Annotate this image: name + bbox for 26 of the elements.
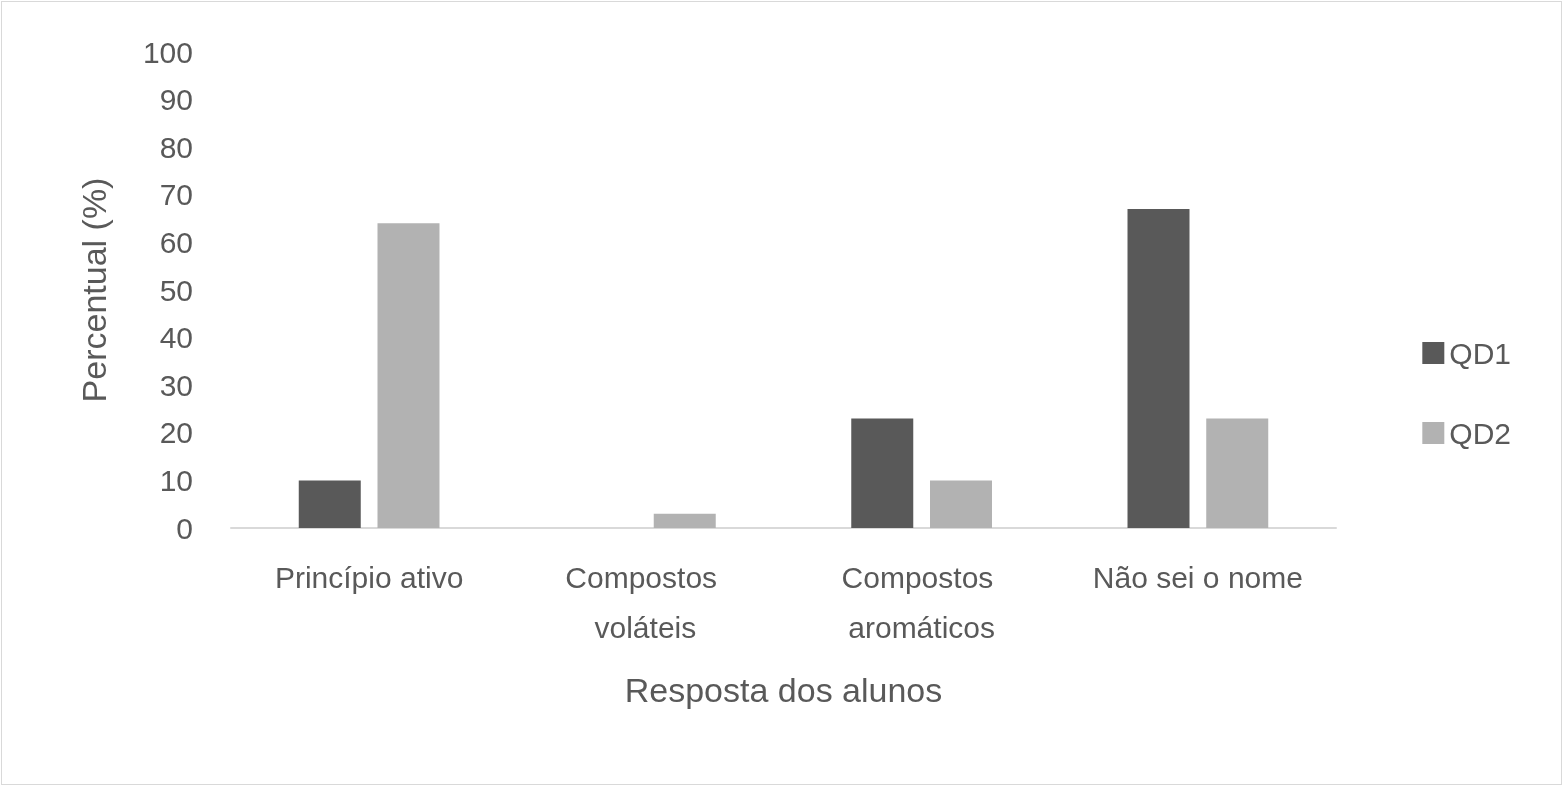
bar (653, 513, 716, 528)
bar (377, 223, 440, 528)
x-tick-label: Princípio ativo (274, 560, 464, 594)
bar (930, 480, 992, 528)
y-tick-label: 10 (159, 463, 193, 497)
y-tick-label: 50 (159, 273, 193, 307)
bar (1127, 209, 1190, 528)
y-tick-label: 30 (159, 368, 193, 402)
x-tick-label: Compostos voláteis (565, 560, 726, 644)
y-tick-label: 0 (176, 511, 193, 545)
y-tick-label: 60 (159, 225, 193, 259)
y-tick-label: 100 (142, 35, 193, 69)
y-tick-label: 40 (159, 321, 193, 355)
legend-label: QD1 (1449, 336, 1511, 370)
y-tick-label: 70 (159, 178, 193, 212)
y-tick-label: 80 (159, 130, 193, 164)
bar (851, 418, 914, 528)
y-tick-label: 90 (159, 83, 193, 117)
bar (1206, 418, 1269, 528)
bar (298, 480, 361, 528)
x-tick-label: Não sei o nome (1092, 560, 1303, 594)
legend-label: QD2 (1449, 416, 1511, 450)
x-tick-label: Compostos aromáticos (841, 560, 1002, 644)
y-tick-label: 20 (159, 416, 193, 450)
x-axis-title: Resposta dos alunos (624, 671, 943, 709)
y-axis-title: Percentual (%) (75, 177, 113, 403)
